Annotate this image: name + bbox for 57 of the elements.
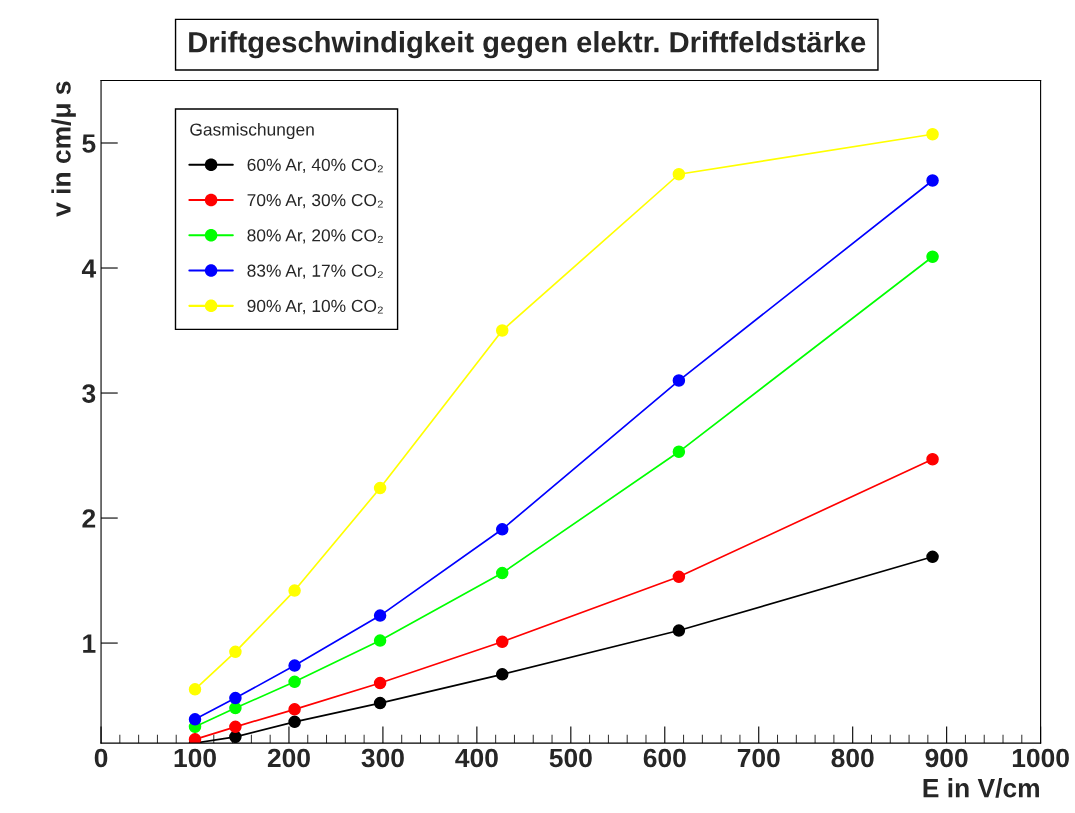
x-tick-label: 1000 xyxy=(1012,748,1069,768)
x-tick-label: 600 xyxy=(643,748,686,768)
point xyxy=(495,324,509,337)
legend-label: 90% Ar, 10% CO₂ xyxy=(247,299,383,315)
point xyxy=(229,730,242,744)
point xyxy=(672,570,686,584)
y-tick-label: 5 xyxy=(82,134,96,153)
point xyxy=(672,624,686,637)
legend-label: 83% Ar, 17% CO₂ xyxy=(247,264,383,279)
point xyxy=(288,659,301,672)
point xyxy=(926,250,939,264)
y-axis-title: v in cm/μ s xyxy=(51,81,76,217)
x-tick-label: 300 xyxy=(361,748,404,768)
point xyxy=(373,676,387,690)
point xyxy=(288,703,301,716)
point xyxy=(926,127,939,141)
point xyxy=(926,174,939,187)
point xyxy=(926,550,939,564)
point xyxy=(672,445,686,459)
x-tick-label: 400 xyxy=(455,748,498,768)
point xyxy=(229,691,242,705)
x-axis-title: E in V/cm xyxy=(923,778,1039,798)
point xyxy=(229,701,242,715)
legend-title: Gasmischungen xyxy=(190,122,314,140)
point xyxy=(288,675,301,689)
point xyxy=(495,566,509,580)
point xyxy=(373,609,387,622)
point xyxy=(288,584,301,597)
y-tick-label: 2 xyxy=(82,509,96,528)
point xyxy=(926,453,939,466)
point xyxy=(495,668,509,681)
y-tick-label: 4 xyxy=(81,259,97,278)
legend-label: 80% Ar, 20% CO₂ xyxy=(247,229,383,244)
legend-label: 70% Ar, 30% CO₂ xyxy=(247,193,383,209)
point xyxy=(373,696,387,710)
x-tick-label: 800 xyxy=(831,748,874,768)
point xyxy=(495,523,509,536)
point xyxy=(373,481,387,495)
point xyxy=(229,720,242,734)
x-tick-label: 900 xyxy=(925,748,968,768)
point xyxy=(188,683,202,696)
legend-label: 60% Ar, 40% CO₂ xyxy=(247,158,383,174)
x-tick-label: 200 xyxy=(267,748,310,768)
x-tick-label: 700 xyxy=(737,748,780,768)
point xyxy=(672,167,686,181)
x-tick-label: 0 xyxy=(94,748,108,768)
point xyxy=(229,645,242,659)
point xyxy=(672,374,686,387)
point xyxy=(288,715,301,729)
point xyxy=(495,635,509,649)
chart-title: Driftgeschwindigkeit gegen elektr. Driftfeldstärke xyxy=(189,31,866,59)
y-tick-label: 1 xyxy=(83,634,96,653)
point xyxy=(188,713,202,726)
point xyxy=(373,634,387,647)
x-tick-label: 100 xyxy=(174,748,216,768)
x-tick-label: 500 xyxy=(549,748,592,768)
y-tick-label: 3 xyxy=(82,384,96,403)
